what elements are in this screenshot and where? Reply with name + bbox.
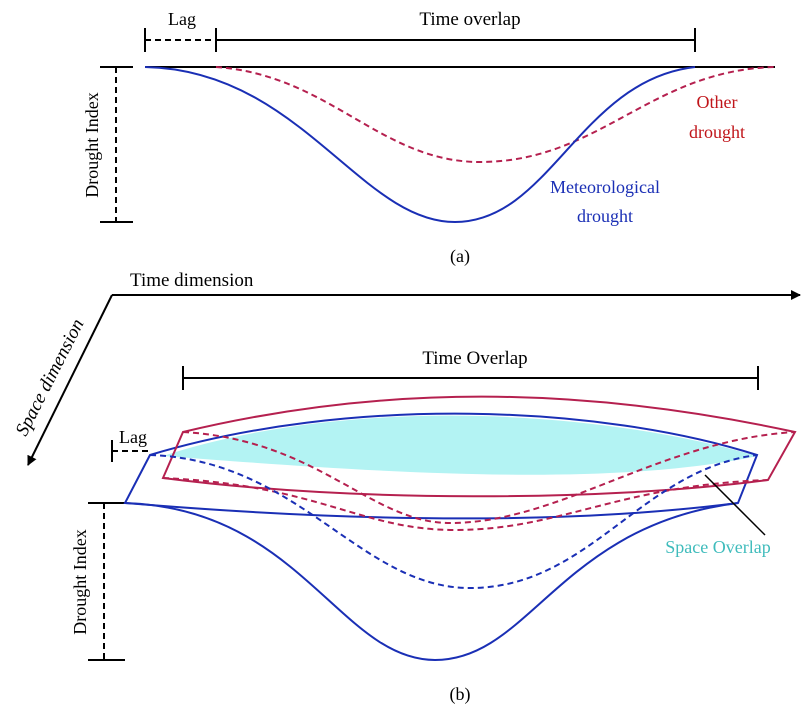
panel-b-y-axis-label: Drought Index xyxy=(70,529,90,634)
space-overlap-area xyxy=(163,415,757,475)
space-overlap-leader-line xyxy=(704,474,766,536)
panel-a-y-axis-label: Drought Index xyxy=(82,92,102,197)
panel-b-lag-bracket xyxy=(111,440,150,462)
panel-b-time-overlap-bracket xyxy=(182,366,759,390)
panel-a: Lag Time overlap Drought Index Other dro… xyxy=(82,9,776,267)
space-dimension-arrow xyxy=(27,294,113,466)
panel-b-y-axis xyxy=(88,502,125,661)
panel-a-time-overlap-bracket xyxy=(215,28,696,52)
panel-a-y-axis xyxy=(100,66,133,223)
panel-b-caption: (b) xyxy=(450,684,471,705)
panel-a-time-overlap-label: Time overlap xyxy=(419,9,520,30)
panel-b-other-drought-front-curve xyxy=(162,477,769,532)
panel-b-meteorological-front-curve xyxy=(124,502,739,662)
panel-b-lag-label: Lag xyxy=(119,427,147,447)
panel-a-lag-bracket xyxy=(144,28,216,52)
time-dimension-label: Time dimension xyxy=(130,270,254,291)
panel-a-meteorological-curve xyxy=(144,66,696,224)
space-overlap-label: Space Overlap xyxy=(665,537,770,557)
panel-a-caption: (a) xyxy=(450,246,470,267)
panel-b-time-overlap-label: Time Overlap xyxy=(422,348,527,369)
panel-b-other-drought-back-curve xyxy=(182,431,796,525)
panel-a-other-drought-label-line1: Other xyxy=(697,92,738,112)
panel-b: Time dimension Space dimension Time Over… xyxy=(12,270,801,705)
panel-a-meteorological-label-line1: Meteorological xyxy=(550,177,660,197)
panel-a-lag-label: Lag xyxy=(168,9,196,29)
panel-b-meteorological-back-curve xyxy=(149,454,758,590)
panel-a-meteorological-label-line2: drought xyxy=(577,206,633,226)
panel-a-other-drought-curve xyxy=(215,66,776,164)
panel-a-other-drought-label-line2: drought xyxy=(689,122,745,142)
